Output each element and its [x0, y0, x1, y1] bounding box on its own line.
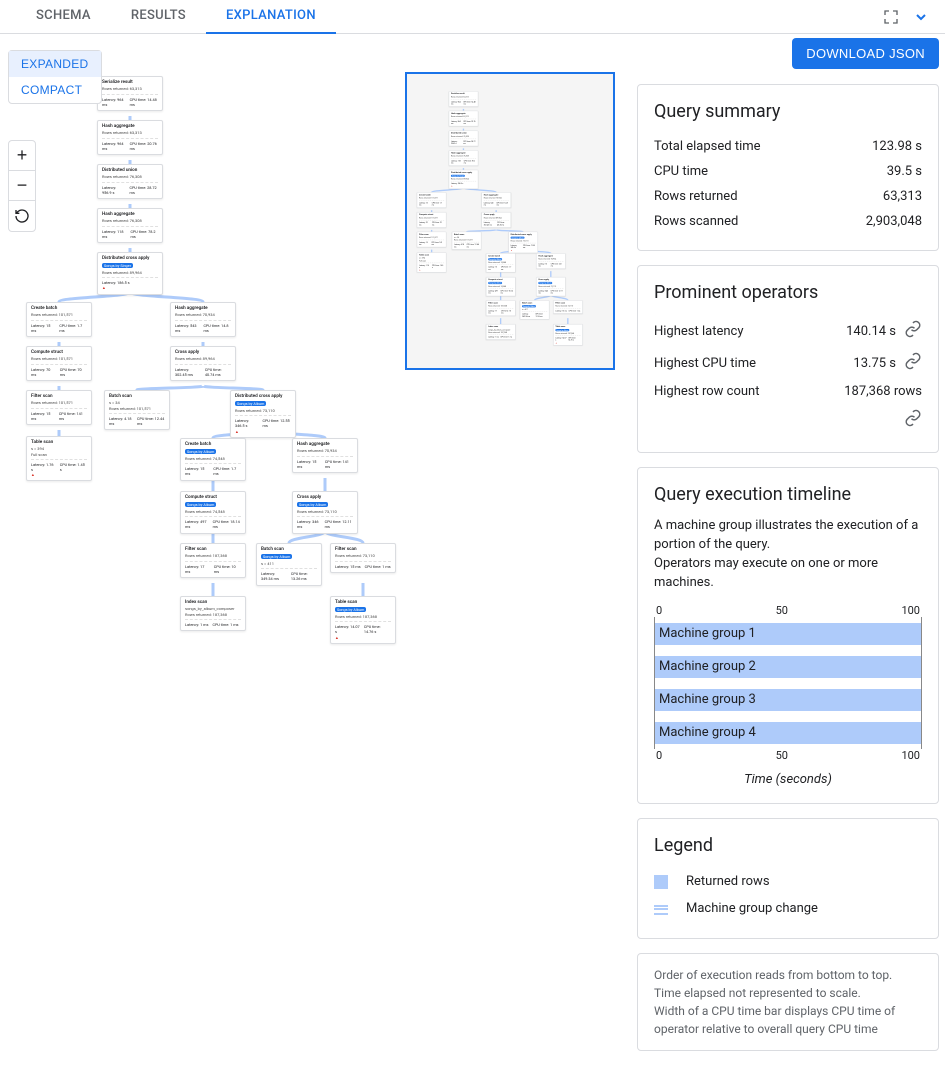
plan-node[interactable]: Filter scanRows returned: 187,368Latency… [180, 543, 246, 578]
prominent-key: Highest CPU time [654, 356, 756, 371]
plan-node[interactable]: Batch scans = 34Rows returned: 101,571La… [104, 390, 170, 430]
timeline-xlabel: Time (seconds) [654, 772, 922, 787]
plan-node[interactable]: Cross applyRows returned: 89,964Latency:… [170, 346, 236, 381]
plan-node[interactable]: Hash aggregateRows returned: 63,313Laten… [449, 111, 479, 127]
plan-node[interactable]: Create batchSongs by AlbumRows returned:… [180, 438, 246, 481]
footnote: Order of execution reads from bottom to … [637, 953, 939, 1051]
expanded-button[interactable]: EXPANDED [9, 51, 101, 77]
plan-node[interactable]: Distributed unionRows returned: 76,308La… [97, 164, 163, 199]
plan-node[interactable]: Compute structSongs by AlbumRows returne… [180, 491, 246, 534]
summary-value: 2,903,048 [866, 214, 922, 229]
plan-node[interactable]: Serialize resultRows returned: 63,313Lat… [97, 76, 163, 111]
plan-node[interactable]: Create batchRows returned: 101,571Latenc… [26, 302, 92, 337]
plan-node[interactable]: Hash aggregateRows returned: 70,934Laten… [481, 192, 511, 208]
link-icon[interactable] [904, 409, 922, 431]
prominent-operators-card: Prominent operators Highest latency 140.1… [637, 265, 939, 453]
plan-node[interactable]: Table scans = 394Full scanLatency: 1.76 … [26, 436, 92, 481]
summary-key: Total elapsed time [654, 139, 761, 154]
timeline-desc-1: A machine group illustrates the executio… [654, 518, 918, 552]
plan-node[interactable]: Batch scans = 34Rows returned: 101,571La… [452, 232, 482, 250]
plan-node[interactable]: Hash aggregateRows returned: 70,934Laten… [292, 438, 358, 473]
query-plan-canvas[interactable]: EXPANDED COMPACT + − Serialize resultRow… [0, 34, 637, 642]
plan-node[interactable]: Distributed cross applySongs by SingerRo… [449, 170, 479, 189]
plan-node[interactable]: Table scans = 394Full scanLatency: 1.76 … [417, 252, 447, 272]
plan-node[interactable]: Serialize resultRows returned: 63,313Lat… [449, 91, 479, 107]
summary-value: 63,313 [883, 189, 922, 204]
plan-node[interactable]: Filter scanRows returned: 187,368Latency… [486, 300, 516, 316]
plan-node[interactable]: Compute structRows returned: 101,571Late… [26, 346, 92, 381]
minimap[interactable]: Serialize resultRows returned: 63,313Lat… [405, 72, 615, 370]
zoom-out-button[interactable]: − [9, 171, 35, 201]
prominent-title: Prominent operators [654, 282, 922, 303]
timeline-bar: Machine group 1 [655, 623, 921, 645]
plan-node[interactable]: Filter scanRows returned: 101,571Latency… [417, 232, 447, 248]
plan-node[interactable]: Compute structSongs by AlbumRows returne… [486, 277, 516, 296]
link-icon[interactable] [904, 352, 922, 374]
plan-node[interactable]: Create batchRows returned: 101,571Latenc… [417, 192, 447, 208]
plan-node[interactable]: Batch scanSongs by Albums = 411Latency: … [520, 300, 550, 319]
timeline-bar: Machine group 2 [655, 656, 921, 678]
plan-node[interactable]: Index scansongs_by_album_composerRows re… [180, 596, 246, 631]
query-summary-title: Query summary [654, 101, 922, 122]
prominent-value: 187,368 rows [844, 384, 922, 399]
plan-node[interactable]: Hash aggregateRows returned: 63,313Laten… [97, 120, 163, 155]
plan-node[interactable]: Distributed cross applySongs by SingerRo… [97, 252, 163, 295]
query-summary-card: Query summary Total elapsed time 123.98 s… [637, 84, 939, 251]
plan-node[interactable]: Create batchSongs by AlbumRows returned:… [486, 253, 516, 272]
plan-node[interactable]: Hash aggregateRows returned: 76,308Laten… [97, 208, 163, 243]
timeline-card: Query execution timeline A machine group… [637, 467, 939, 804]
plan-node[interactable]: Index scansongs_by_album_composerRows re… [486, 324, 516, 340]
tab-explanation[interactable]: EXPLANATION [206, 0, 336, 34]
chevron-down-icon[interactable] [913, 9, 929, 25]
legend-title: Legend [654, 835, 922, 856]
legend-label: Machine group change [686, 901, 818, 916]
plan-node[interactable]: Compute structRows returned: 101,571Late… [417, 212, 447, 228]
plan-node[interactable]: Cross applySongs by AlbumRows returned: … [536, 277, 566, 296]
compact-button[interactable]: COMPACT [9, 77, 101, 103]
fullscreen-icon[interactable] [883, 9, 899, 25]
timeline-bar: Machine group 4 [655, 722, 921, 744]
timeline-bar: Machine group 3 [655, 689, 921, 711]
view-toggle: EXPANDED COMPACT [8, 50, 102, 104]
plan-node[interactable]: Table scanSongs by AlbumRows returned: 1… [330, 596, 396, 644]
summary-value: 123.98 s [872, 139, 922, 154]
prominent-key: Highest row count [654, 384, 759, 399]
plan-node[interactable]: Batch scanSongs by Albums = 411Latency: … [256, 543, 322, 586]
link-icon[interactable] [904, 320, 922, 342]
plan-node[interactable]: Filter scanRows returned: 73,110Latency:… [553, 300, 583, 313]
legend-swatch [654, 908, 668, 910]
tab-schema[interactable]: SCHEMA [16, 0, 111, 34]
timeline-title: Query execution timeline [654, 484, 922, 505]
plan-node[interactable]: Table scanSongs by AlbumRows returned: 1… [553, 324, 583, 345]
summary-key: Rows returned [654, 189, 738, 204]
summary-key: Rows scanned [654, 214, 738, 229]
plan-node[interactable]: Hash aggregateRows returned: 70,934Laten… [170, 302, 236, 337]
plan-node[interactable]: Cross applySongs by AlbumRows returned: … [292, 491, 358, 534]
download-json-button[interactable]: DOWNLOAD JSON [792, 38, 939, 69]
tab-results[interactable]: RESULTS [111, 0, 206, 34]
timeline-desc-2: Operators may execute on one or more mac… [654, 556, 878, 590]
summary-key: CPU time [654, 164, 708, 179]
zoom-controls: + − [8, 140, 36, 232]
plan-node[interactable]: Distributed unionRows returned: 76,308La… [449, 130, 479, 146]
zoom-in-button[interactable]: + [9, 141, 35, 171]
plan-node[interactable]: Distributed cross applySongs by AlbumRow… [230, 390, 296, 438]
plan-node[interactable]: Cross applyRows returned: 89,964Latency:… [481, 212, 511, 228]
plan-node[interactable]: Distributed cross applySongs by AlbumRow… [508, 232, 538, 253]
plan-node[interactable]: Filter scanRows returned: 73,110Latency:… [330, 543, 396, 573]
prominent-value: 140.14 s [846, 320, 922, 342]
prominent-value: 13.75 s [853, 352, 922, 374]
prominent-key: Highest latency [654, 324, 744, 339]
tabbar: SCHEMA RESULTS EXPLANATION [0, 0, 945, 34]
plan-node[interactable]: Filter scanRows returned: 101,571Latency… [26, 390, 92, 425]
legend-card: Legend Returned rows Machine group change [637, 818, 939, 939]
plan-node[interactable]: Hash aggregateRows returned: 70,934Laten… [536, 253, 566, 269]
legend-label: Returned rows [686, 874, 770, 889]
zoom-reset-button[interactable] [9, 201, 35, 231]
legend-swatch [654, 875, 668, 889]
summary-value: 39.5 s [887, 164, 922, 179]
plan-node[interactable]: Hash aggregateRows returned: 76,308Laten… [449, 150, 479, 166]
